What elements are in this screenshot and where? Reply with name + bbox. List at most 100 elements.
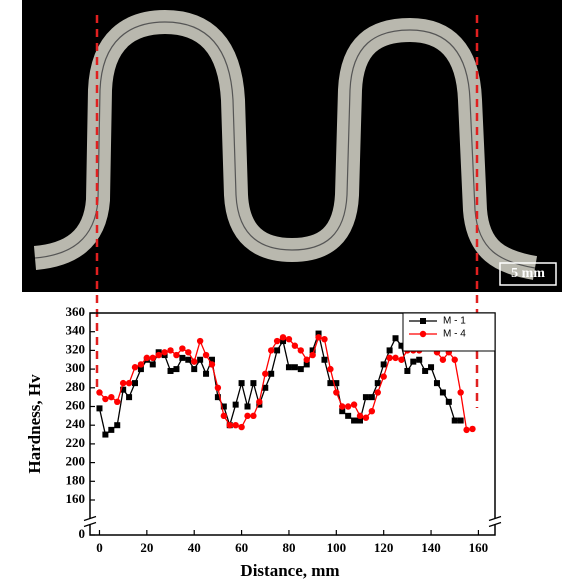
data-point	[161, 349, 168, 356]
data-point	[137, 361, 145, 368]
data-point	[102, 431, 109, 438]
y-tick-label: 300	[66, 360, 86, 375]
data-point	[232, 422, 239, 429]
data-point	[327, 380, 334, 387]
data-point	[404, 367, 411, 374]
data-point	[291, 364, 298, 371]
data-point	[191, 366, 198, 373]
micrograph: 5 mm	[22, 0, 562, 292]
data-point	[173, 351, 180, 359]
data-point	[167, 367, 174, 374]
axis-break	[488, 515, 502, 522]
data-point	[232, 401, 239, 408]
data-point	[267, 347, 275, 354]
plot-frame	[89, 312, 496, 536]
data-point	[167, 347, 174, 354]
data-point	[173, 366, 180, 373]
data-point	[422, 367, 429, 374]
data-point	[428, 364, 435, 371]
x-tick-label: 0	[96, 540, 103, 555]
data-point	[351, 417, 358, 424]
data-point	[179, 345, 186, 352]
data-point	[185, 356, 192, 363]
legend-label: M - 1	[443, 316, 466, 327]
data-point	[256, 398, 263, 406]
data-point	[137, 366, 144, 373]
data-point	[108, 393, 115, 401]
data-point	[362, 394, 369, 401]
data-point	[386, 354, 393, 362]
data-point	[120, 386, 127, 393]
y-tick-label: 240	[66, 416, 86, 431]
data-point	[203, 370, 210, 377]
data-point	[380, 361, 387, 368]
data-point	[327, 365, 334, 373]
data-point	[214, 394, 221, 401]
data-point	[131, 364, 139, 371]
data-point	[350, 401, 358, 408]
axis-break	[488, 521, 502, 528]
x-tick-label: 60	[235, 540, 248, 555]
data-point	[214, 384, 222, 391]
data-point	[297, 347, 304, 354]
legend-box	[402, 312, 496, 352]
data-point	[96, 389, 103, 396]
y-tick-label: 320	[66, 341, 86, 356]
data-point	[445, 398, 452, 405]
data-point	[96, 405, 103, 412]
data-point	[114, 398, 121, 406]
data-point	[191, 358, 198, 365]
legend-marker	[420, 318, 426, 324]
x-tick-label: 80	[282, 540, 295, 555]
scale-bar-box	[499, 262, 557, 286]
data-point	[268, 370, 275, 377]
data-point	[333, 389, 340, 396]
data-point	[303, 361, 310, 368]
data-point	[102, 395, 109, 403]
data-point	[273, 337, 281, 345]
data-point	[398, 342, 405, 349]
data-point	[196, 337, 204, 345]
data-point	[433, 380, 440, 387]
data-point	[274, 347, 281, 354]
data-point	[220, 403, 227, 410]
data-point	[410, 358, 417, 365]
x-axis-label: Distance, mm	[240, 561, 339, 580]
data-point	[197, 356, 204, 363]
data-point	[119, 379, 127, 387]
data-point	[392, 335, 399, 342]
data-point	[238, 380, 245, 387]
y-tick-label: 280	[66, 379, 86, 394]
data-point	[380, 373, 387, 380]
data-point	[321, 356, 328, 363]
data-point	[291, 342, 299, 349]
x-tick-label: 20	[140, 540, 153, 555]
y-tick-label: 340	[66, 323, 86, 338]
data-point	[392, 354, 399, 362]
data-point	[125, 379, 133, 387]
data-point	[321, 335, 328, 343]
data-point	[208, 356, 215, 363]
data-point	[179, 354, 186, 361]
y-tick-label: 0	[79, 526, 86, 541]
data-point	[285, 364, 292, 371]
data-point	[345, 412, 352, 419]
data-point	[451, 417, 458, 424]
data-point	[374, 380, 381, 387]
data-point	[315, 330, 322, 337]
data-point	[244, 412, 251, 420]
y-tick-label: 260	[66, 397, 86, 412]
data-point	[250, 380, 257, 387]
data-point	[149, 354, 156, 362]
data-point	[469, 425, 476, 433]
data-point	[357, 417, 363, 424]
data-point	[149, 361, 156, 368]
data-point	[244, 403, 251, 410]
scale-bar-label: 5 mm	[511, 266, 545, 281]
strip-centerline	[34, 21, 536, 269]
axis-break-gap	[85, 518, 95, 525]
data-point	[262, 370, 269, 377]
data-point	[368, 394, 375, 401]
